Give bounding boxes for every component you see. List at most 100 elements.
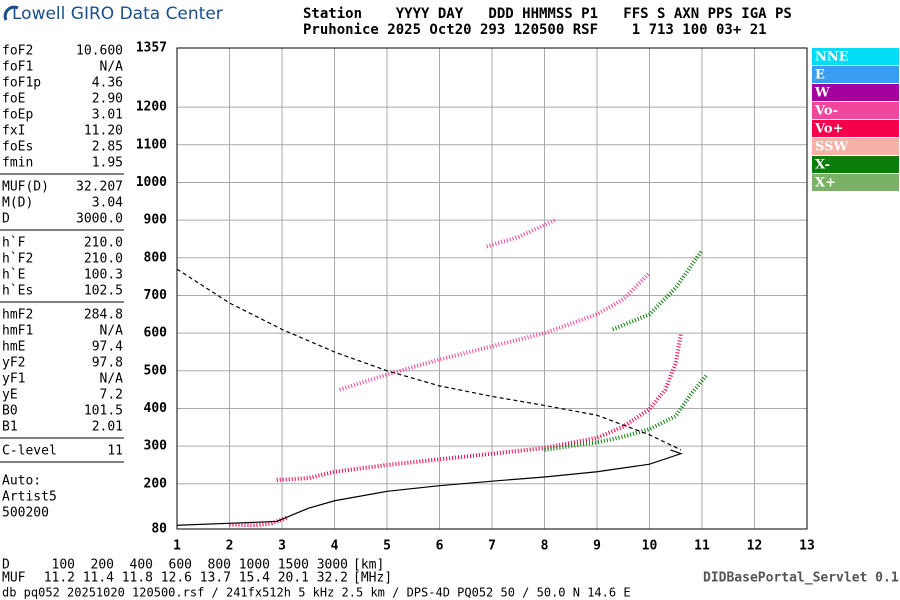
param-value: 102.5 — [84, 284, 123, 299]
d-label: D — [2, 558, 10, 573]
y-tick-label: 1200 — [136, 100, 167, 115]
param-name: fmin — [2, 156, 33, 171]
x-tick-label: 4 — [331, 539, 339, 554]
logo-icon — [3, 5, 19, 21]
trace — [176, 268, 682, 451]
param-value: 284.8 — [84, 308, 123, 323]
param-value: 11 — [107, 444, 123, 459]
param-value: 10.600 — [76, 44, 123, 59]
x-tick-label: 12 — [747, 539, 763, 554]
muf-value: 13.7 — [200, 571, 231, 586]
param-name: M(D) — [2, 196, 33, 211]
legend-label: X- — [815, 158, 830, 173]
param-name: D — [2, 212, 10, 227]
param-value: N/A — [100, 324, 124, 339]
trace — [176, 449, 683, 526]
param-name: B0 — [2, 404, 18, 419]
muf-value: 11.8 — [122, 571, 153, 586]
legend-label: SSW — [815, 140, 848, 155]
trace — [276, 332, 683, 483]
param-value: N/A — [100, 372, 124, 387]
param-value: 7.2 — [100, 388, 123, 403]
muf-label: MUF — [2, 571, 26, 586]
legend-label: NNE — [815, 50, 849, 65]
param-name: yE — [2, 388, 18, 403]
param-value: 2.90 — [92, 92, 123, 107]
param-name: h`Es — [2, 284, 33, 299]
source: db pq052 20251020 120500.rsf / 241fx512h… — [2, 586, 631, 600]
d-value: 1000 — [239, 558, 270, 573]
muf-value: 32.2 — [317, 571, 348, 586]
logo: Lowell GIRO Data Center — [12, 4, 223, 24]
param-name: foF2 — [2, 44, 33, 59]
param-value: 100.3 — [84, 268, 123, 283]
legend-swatch — [812, 174, 899, 191]
param-name: foEs — [2, 140, 33, 155]
y-tick-label: 800 — [144, 250, 168, 265]
muf-value: 11.4 — [83, 571, 114, 586]
legend-swatch — [812, 156, 899, 173]
trace — [611, 249, 704, 332]
x-tick-label: 9 — [593, 539, 601, 554]
param-value: 210.0 — [84, 252, 123, 267]
d-value: 600 — [169, 558, 192, 573]
legend-label: Vo- — [814, 104, 838, 119]
legend-swatch — [812, 102, 899, 119]
muf-value: 11.2 — [44, 571, 75, 586]
header-line: Pruhonice 2025 Oct20 293 120500 RSF 1 71… — [303, 22, 767, 38]
y-tick-label: 1000 — [136, 175, 167, 190]
y-tick-label: 80 — [151, 522, 167, 537]
x-tick-label: 7 — [488, 539, 496, 554]
param-name: h`E — [2, 268, 25, 283]
param-value: 1.95 — [92, 156, 123, 171]
param-name: yF1 — [2, 372, 25, 387]
x-tick-label: 13 — [799, 539, 815, 554]
param-name: h`F2 — [2, 252, 33, 267]
param-name: foF1p — [2, 76, 41, 91]
y-tick-label: 500 — [144, 363, 168, 378]
param-value: 3.04 — [92, 196, 123, 211]
auto-text: Artist5 — [2, 490, 57, 505]
legend-label: E — [815, 68, 825, 83]
d-value: 200 — [91, 558, 114, 573]
param-name: foEp — [2, 108, 33, 123]
param-value: 97.8 — [92, 356, 123, 371]
param-value: 3.01 — [92, 108, 123, 123]
param-value: 2.01 — [92, 420, 123, 435]
param-name: h`F — [2, 236, 26, 251]
plot-frame — [176, 47, 808, 530]
muf-value: 15.4 — [239, 571, 270, 586]
d-value: 1500 — [278, 558, 309, 573]
param-name: yF2 — [2, 356, 25, 371]
param-value: 11.20 — [84, 124, 123, 139]
param-value: 210.0 — [84, 236, 123, 251]
legend-label: Vo+ — [814, 122, 843, 137]
y-tick-label: 600 — [144, 326, 168, 341]
param-value: 3000.0 — [76, 212, 123, 227]
param-value: 32.207 — [76, 180, 123, 195]
y-tick-label: 200 — [144, 476, 168, 491]
x-tick-label: 8 — [541, 539, 549, 554]
x-tick-label: 3 — [278, 539, 286, 554]
param-value: 101.5 — [84, 404, 123, 419]
param-value: N/A — [100, 60, 124, 75]
param-name: B1 — [2, 420, 18, 435]
x-tick-label: 10 — [642, 539, 658, 554]
y-tick-label: 1357 — [136, 41, 167, 56]
d-value: 3000 — [317, 558, 348, 573]
d-value: 400 — [130, 558, 153, 573]
param-name: fxI — [2, 124, 25, 139]
muf-value: 20.1 — [278, 571, 309, 586]
auto-text: Auto: — [2, 474, 41, 489]
y-tick-label: 1100 — [136, 137, 167, 152]
x-tick-label: 11 — [694, 539, 710, 554]
param-name: foF1 — [2, 60, 33, 75]
header-line: Station YYYY DAY DDD HHMMSS P1 FFS S AXN… — [303, 6, 792, 22]
param-value: 2.85 — [92, 140, 123, 155]
legend-label: W — [814, 86, 830, 101]
legend-swatch — [812, 66, 899, 83]
x-tick-label: 1 — [173, 539, 181, 554]
auto-text: 500200 — [2, 506, 49, 521]
